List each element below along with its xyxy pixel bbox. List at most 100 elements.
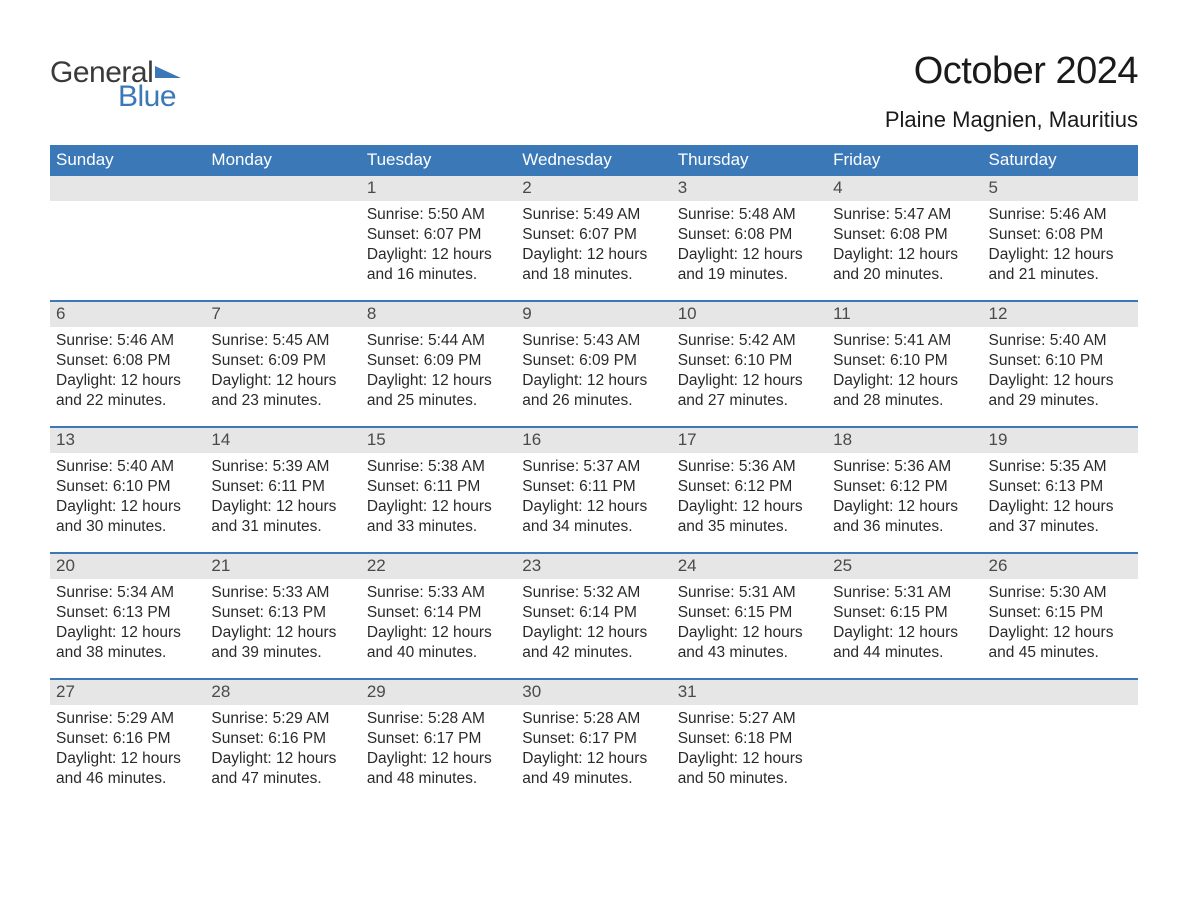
day-details: Sunrise: 5:32 AMSunset: 6:14 PMDaylight:… (516, 579, 671, 670)
day-sunset: Sunset: 6:10 PM (989, 351, 1132, 371)
day-number: 11 (827, 302, 982, 327)
day-sunset: Sunset: 6:10 PM (56, 477, 199, 497)
day-sunset: Sunset: 6:08 PM (833, 225, 976, 245)
calendar-day: 17Sunrise: 5:36 AMSunset: 6:12 PMDayligh… (672, 428, 827, 552)
day-sunset: Sunset: 6:16 PM (211, 729, 354, 749)
day-number: 4 (827, 176, 982, 201)
day-sunset: Sunset: 6:10 PM (678, 351, 821, 371)
day-details: Sunrise: 5:33 AMSunset: 6:14 PMDaylight:… (361, 579, 516, 670)
day-number: 1 (361, 176, 516, 201)
day-number: 17 (672, 428, 827, 453)
day-daylight1: Daylight: 12 hours (522, 623, 665, 643)
day-number: 24 (672, 554, 827, 579)
day-number: 26 (983, 554, 1138, 579)
day-sunset: Sunset: 6:07 PM (522, 225, 665, 245)
dow-saturday: Saturday (983, 145, 1138, 176)
calendar-week: 13Sunrise: 5:40 AMSunset: 6:10 PMDayligh… (50, 426, 1138, 552)
day-daylight2: and 27 minutes. (678, 391, 821, 411)
calendar-day (205, 176, 360, 300)
day-daylight1: Daylight: 12 hours (367, 371, 510, 391)
day-number: 12 (983, 302, 1138, 327)
day-daylight2: and 16 minutes. (367, 265, 510, 285)
day-daylight2: and 31 minutes. (211, 517, 354, 537)
day-sunset: Sunset: 6:15 PM (833, 603, 976, 623)
calendar-day: 22Sunrise: 5:33 AMSunset: 6:14 PMDayligh… (361, 554, 516, 678)
day-sunset: Sunset: 6:12 PM (833, 477, 976, 497)
day-number: 18 (827, 428, 982, 453)
calendar-day: 9Sunrise: 5:43 AMSunset: 6:09 PMDaylight… (516, 302, 671, 426)
calendar-day: 11Sunrise: 5:41 AMSunset: 6:10 PMDayligh… (827, 302, 982, 426)
day-details: Sunrise: 5:30 AMSunset: 6:15 PMDaylight:… (983, 579, 1138, 670)
day-sunset: Sunset: 6:08 PM (678, 225, 821, 245)
day-details: Sunrise: 5:40 AMSunset: 6:10 PMDaylight:… (50, 453, 205, 544)
day-details: Sunrise: 5:40 AMSunset: 6:10 PMDaylight:… (983, 327, 1138, 418)
day-daylight2: and 26 minutes. (522, 391, 665, 411)
day-number: 19 (983, 428, 1138, 453)
day-daylight2: and 44 minutes. (833, 643, 976, 663)
calendar-day: 1Sunrise: 5:50 AMSunset: 6:07 PMDaylight… (361, 176, 516, 300)
day-number: 28 (205, 680, 360, 705)
day-number: 16 (516, 428, 671, 453)
calendar-day (827, 680, 982, 804)
day-sunrise: Sunrise: 5:47 AM (833, 205, 976, 225)
calendar-day: 8Sunrise: 5:44 AMSunset: 6:09 PMDaylight… (361, 302, 516, 426)
day-sunrise: Sunrise: 5:42 AM (678, 331, 821, 351)
day-daylight1: Daylight: 12 hours (367, 497, 510, 517)
calendar-day: 12Sunrise: 5:40 AMSunset: 6:10 PMDayligh… (983, 302, 1138, 426)
calendar-day: 3Sunrise: 5:48 AMSunset: 6:08 PMDaylight… (672, 176, 827, 300)
calendar-day: 6Sunrise: 5:46 AMSunset: 6:08 PMDaylight… (50, 302, 205, 426)
day-number: 22 (361, 554, 516, 579)
day-sunset: Sunset: 6:07 PM (367, 225, 510, 245)
day-daylight2: and 45 minutes. (989, 643, 1132, 663)
day-sunset: Sunset: 6:08 PM (989, 225, 1132, 245)
day-sunrise: Sunrise: 5:33 AM (211, 583, 354, 603)
day-daylight2: and 36 minutes. (833, 517, 976, 537)
day-daylight1: Daylight: 12 hours (678, 497, 821, 517)
day-daylight2: and 43 minutes. (678, 643, 821, 663)
day-number (827, 680, 982, 705)
day-daylight2: and 25 minutes. (367, 391, 510, 411)
day-details: Sunrise: 5:49 AMSunset: 6:07 PMDaylight:… (516, 201, 671, 292)
day-daylight2: and 23 minutes. (211, 391, 354, 411)
day-details: Sunrise: 5:48 AMSunset: 6:08 PMDaylight:… (672, 201, 827, 292)
day-daylight1: Daylight: 12 hours (989, 245, 1132, 265)
day-daylight2: and 21 minutes. (989, 265, 1132, 285)
day-sunrise: Sunrise: 5:31 AM (833, 583, 976, 603)
day-sunset: Sunset: 6:14 PM (522, 603, 665, 623)
calendar-day: 31Sunrise: 5:27 AMSunset: 6:18 PMDayligh… (672, 680, 827, 804)
day-details: Sunrise: 5:37 AMSunset: 6:11 PMDaylight:… (516, 453, 671, 544)
day-sunset: Sunset: 6:09 PM (211, 351, 354, 371)
day-details: Sunrise: 5:43 AMSunset: 6:09 PMDaylight:… (516, 327, 671, 418)
day-sunrise: Sunrise: 5:29 AM (56, 709, 199, 729)
day-daylight1: Daylight: 12 hours (833, 371, 976, 391)
calendar-day: 10Sunrise: 5:42 AMSunset: 6:10 PMDayligh… (672, 302, 827, 426)
day-number: 30 (516, 680, 671, 705)
day-daylight2: and 20 minutes. (833, 265, 976, 285)
day-details: Sunrise: 5:31 AMSunset: 6:15 PMDaylight:… (827, 579, 982, 670)
day-sunrise: Sunrise: 5:41 AM (833, 331, 976, 351)
day-daylight1: Daylight: 12 hours (522, 749, 665, 769)
day-daylight2: and 37 minutes. (989, 517, 1132, 537)
day-daylight2: and 35 minutes. (678, 517, 821, 537)
calendar-day: 15Sunrise: 5:38 AMSunset: 6:11 PMDayligh… (361, 428, 516, 552)
day-daylight2: and 30 minutes. (56, 517, 199, 537)
day-daylight1: Daylight: 12 hours (522, 497, 665, 517)
day-sunset: Sunset: 6:16 PM (56, 729, 199, 749)
day-details: Sunrise: 5:31 AMSunset: 6:15 PMDaylight:… (672, 579, 827, 670)
day-sunrise: Sunrise: 5:44 AM (367, 331, 510, 351)
day-sunrise: Sunrise: 5:32 AM (522, 583, 665, 603)
day-sunset: Sunset: 6:13 PM (989, 477, 1132, 497)
day-sunrise: Sunrise: 5:30 AM (989, 583, 1132, 603)
day-sunrise: Sunrise: 5:49 AM (522, 205, 665, 225)
day-daylight1: Daylight: 12 hours (211, 749, 354, 769)
day-details: Sunrise: 5:42 AMSunset: 6:10 PMDaylight:… (672, 327, 827, 418)
day-sunset: Sunset: 6:17 PM (367, 729, 510, 749)
day-daylight2: and 38 minutes. (56, 643, 199, 663)
calendar-day: 26Sunrise: 5:30 AMSunset: 6:15 PMDayligh… (983, 554, 1138, 678)
day-daylight2: and 48 minutes. (367, 769, 510, 789)
day-details: Sunrise: 5:28 AMSunset: 6:17 PMDaylight:… (516, 705, 671, 796)
day-sunset: Sunset: 6:09 PM (367, 351, 510, 371)
day-sunset: Sunset: 6:15 PM (678, 603, 821, 623)
day-daylight2: and 19 minutes. (678, 265, 821, 285)
day-sunrise: Sunrise: 5:36 AM (678, 457, 821, 477)
